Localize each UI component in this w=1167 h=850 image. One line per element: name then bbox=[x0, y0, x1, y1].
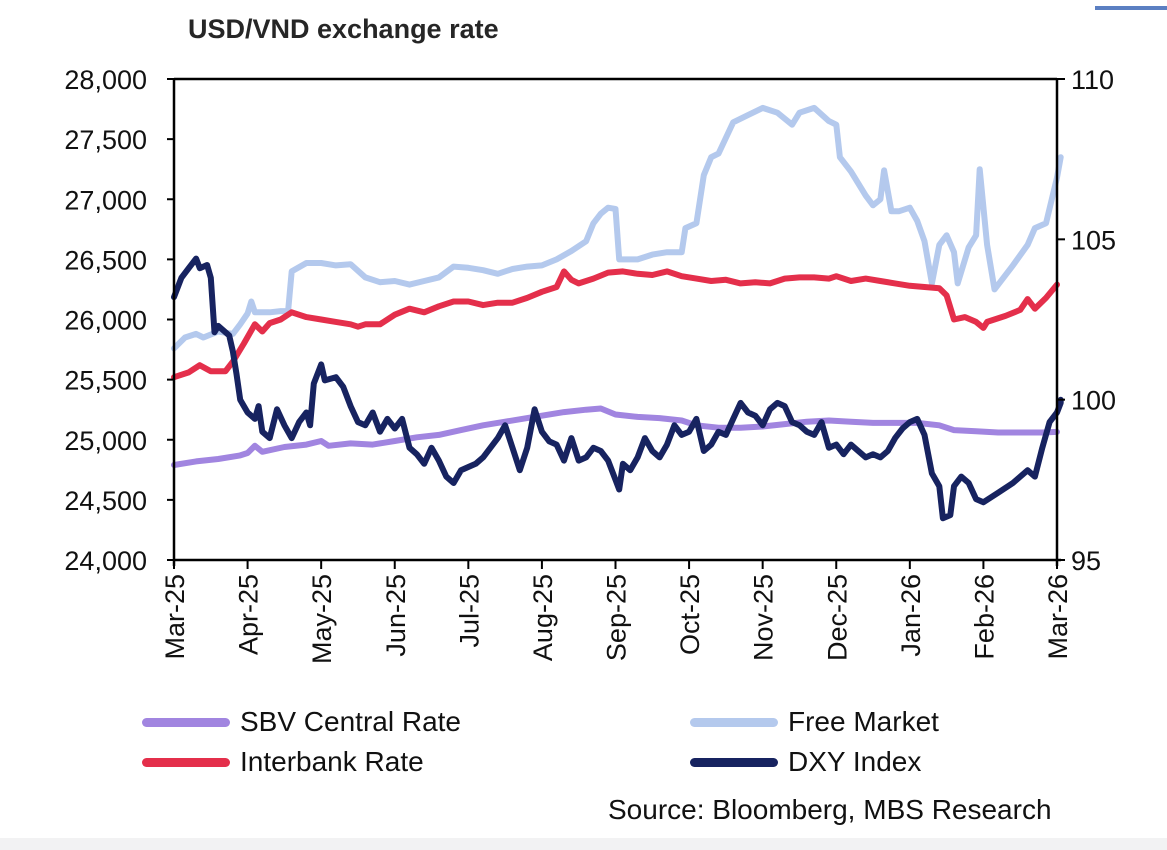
legend-swatch-free-market bbox=[690, 717, 778, 727]
x-tick-label: Mar-26 bbox=[1043, 574, 1073, 660]
x-tick-label: Mar-25 bbox=[160, 574, 190, 660]
y-left-tick-label: 24,500 bbox=[64, 486, 147, 516]
y-right-tick-label: 105 bbox=[1071, 225, 1116, 255]
y-left-tick-label: 27,000 bbox=[64, 185, 147, 215]
x-tick-label: Jul-25 bbox=[454, 574, 484, 648]
legend-label-free-market: Free Market bbox=[788, 706, 939, 737]
legend-label-sbv: SBV Central Rate bbox=[240, 706, 461, 737]
y-left-tick-label: 27,500 bbox=[64, 125, 147, 155]
series-line-free-market bbox=[171, 104, 1064, 352]
x-tick-label: Oct-25 bbox=[675, 574, 705, 655]
y-left-tick-label: 26,500 bbox=[64, 245, 147, 275]
y-right-tick-label: 100 bbox=[1071, 386, 1116, 416]
x-tick-label: Dec-25 bbox=[822, 574, 852, 661]
x-tick-label: Sep-25 bbox=[602, 574, 632, 661]
x-tick-label: May-25 bbox=[307, 574, 337, 664]
legend-item-sbv: SBV Central Rate bbox=[142, 706, 461, 738]
y-right-tick-label: 110 bbox=[1071, 65, 1114, 95]
y-left-tick-label: 26,000 bbox=[64, 306, 147, 336]
x-tick-label: Nov-25 bbox=[749, 574, 779, 661]
plot-lines bbox=[171, 104, 1064, 522]
source-note: Source: Bloomberg, MBS Research bbox=[608, 794, 1052, 825]
x-tick-label: Jan-26 bbox=[896, 574, 926, 657]
x-tick-label: Feb-26 bbox=[969, 574, 999, 660]
legend-swatch-sbv bbox=[142, 717, 230, 727]
x-tick-label: Apr-25 bbox=[234, 574, 264, 655]
legend-item-interbank: Interbank Rate bbox=[142, 746, 424, 778]
y-left-tick-label: 25,000 bbox=[64, 426, 147, 456]
axes: 24,000 24,500 25,000 25,500 26,000 26,500 27,0… bbox=[64, 65, 1116, 664]
y-left-tick-label: 25,500 bbox=[64, 366, 147, 396]
x-tick-label: Aug-25 bbox=[528, 574, 558, 661]
legend-swatch-dxy bbox=[690, 757, 778, 767]
series-line-interbank-rate bbox=[171, 268, 1060, 381]
y-left-tick-label: 24,000 bbox=[64, 546, 147, 576]
y-right-tick-label: 95 bbox=[1071, 546, 1101, 576]
y-left-tick-label: 28,000 bbox=[64, 65, 147, 95]
legend-label-interbank: Interbank Rate bbox=[240, 746, 424, 777]
legend-item-free-market: Free Market bbox=[690, 706, 939, 738]
legend-swatch-interbank bbox=[142, 757, 230, 767]
corner-decoration bbox=[1095, 6, 1167, 10]
legend-label-dxy: DXY Index bbox=[788, 746, 922, 777]
series-line-dxy-index bbox=[171, 255, 1064, 522]
chart-title: USD/VND exchange rate bbox=[188, 14, 499, 44]
legend-item-dxy: DXY Index bbox=[690, 746, 921, 778]
x-tick-label: Jun-25 bbox=[381, 574, 411, 657]
bottom-band bbox=[0, 838, 1167, 850]
